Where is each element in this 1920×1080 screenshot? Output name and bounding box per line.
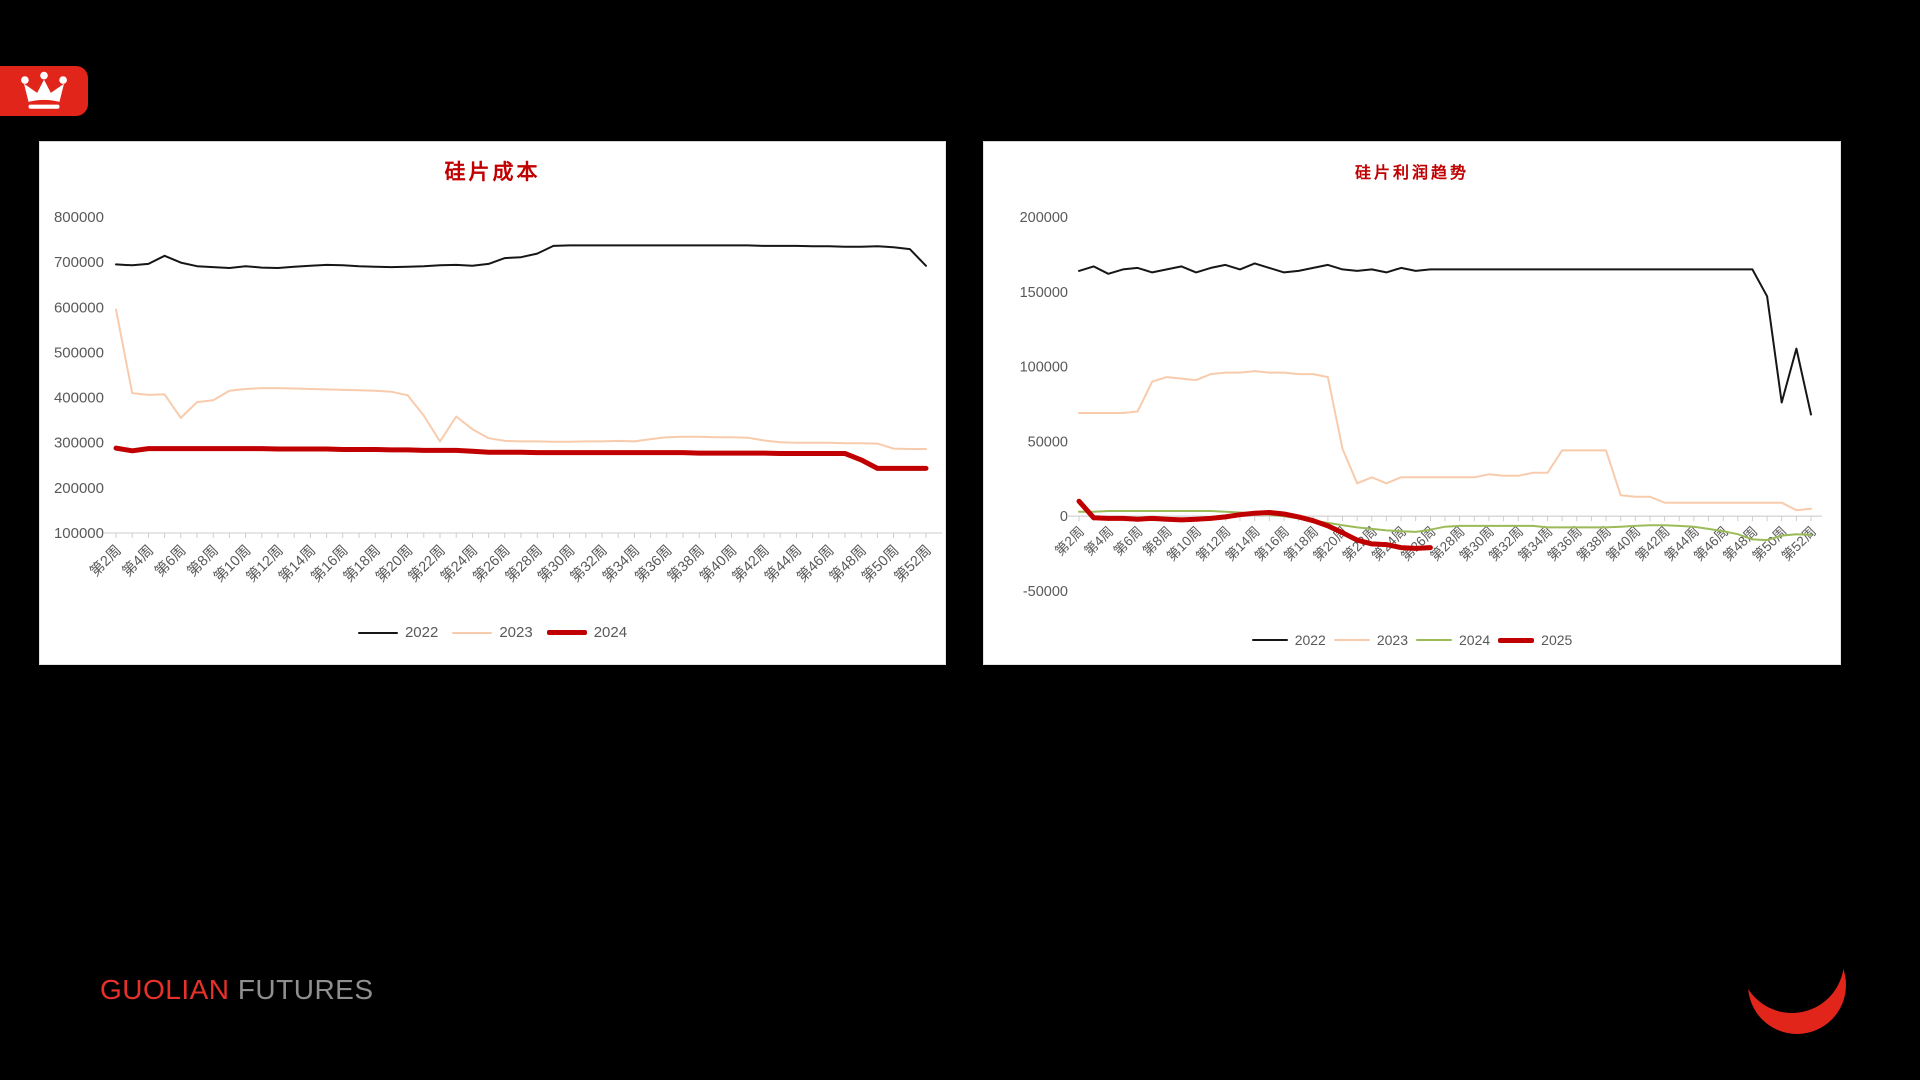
silicon-wafer-profit-panel: 硅片利润趋势 200000 150000 100000 50000 0 -50000 第2周…: [983, 141, 1841, 665]
crescent-logo: [1718, 900, 1878, 1050]
cost-chart-legend: 2022 2023 2024: [40, 624, 945, 641]
legend-label: 2024: [1459, 632, 1491, 648]
series-line-2024: [1078, 510, 1812, 542]
y-tick-label: 600000: [54, 299, 104, 316]
x-tick-label: 第52周: [890, 541, 935, 586]
legend-label: 2023: [499, 624, 533, 641]
series-line-2022: [115, 244, 927, 269]
legend-label: 2023: [1376, 632, 1408, 648]
legend-swatch: [357, 631, 398, 634]
x-tick-label: 第6周: [1110, 523, 1146, 559]
legend-label: 2024: [593, 624, 628, 641]
legend-item-2022: 2022: [1251, 632, 1326, 648]
legend-label: 2022: [1294, 632, 1326, 648]
legend-swatch: [1498, 637, 1535, 643]
series-line-2023: [1078, 370, 1812, 512]
x-tick-label: 第2周: [86, 541, 125, 580]
legend-item-2024: 2024: [1416, 632, 1490, 648]
legend-swatch: [452, 631, 493, 634]
y-tick-label: 100000: [54, 525, 104, 542]
crown-logo-badge: [0, 66, 88, 116]
series-line-2022: [1078, 262, 1812, 416]
y-tick-label: 300000: [54, 435, 104, 452]
series-line-2025: [1076, 498, 1433, 551]
series-line-2023: [115, 308, 927, 450]
legend-swatch: [546, 630, 587, 635]
legend-item-2023: 2023: [452, 624, 533, 641]
legend-swatch: [1416, 639, 1452, 641]
chart-title-profit: 硅片利润趋势: [1354, 163, 1469, 182]
y-tick-label: 700000: [54, 254, 104, 271]
legend-item-2024: 2024: [546, 624, 628, 641]
y-tick-label: -50000: [1023, 584, 1068, 600]
legend-label: 2025: [1541, 632, 1573, 648]
x-tick-label: 第4周: [1081, 523, 1117, 559]
legend-item-2022: 2022: [357, 624, 439, 641]
legend-swatch: [1251, 639, 1288, 641]
y-tick-label: 200000: [54, 480, 104, 497]
crescent-mask: [1740, 909, 1844, 1013]
brand-primary: GUOLIAN: [100, 974, 230, 1005]
y-tick-label: 500000: [54, 344, 104, 361]
chart-title-cost: 硅片成本: [444, 159, 541, 184]
x-tick-label: 第4周: [118, 541, 157, 580]
x-tick-label: 第6周: [151, 541, 190, 580]
y-tick-label: 150000: [1020, 285, 1068, 301]
legend-label: 2022: [404, 624, 439, 641]
y-tick-label: 800000: [54, 209, 104, 226]
crown-icon: [21, 71, 67, 109]
crescent-icon: [1740, 909, 1846, 1034]
legend-swatch: [1333, 639, 1370, 641]
y-tick-label: 100000: [1020, 360, 1068, 376]
silicon-wafer-cost-panel: 硅片成本 800000 700000 600000 500000 400000 30000…: [39, 141, 946, 665]
y-tick-label: 0: [1060, 509, 1068, 525]
y-tick-label: 400000: [54, 390, 104, 407]
brand-secondary: FUTURES: [237, 974, 374, 1005]
y-tick-label: 50000: [1028, 434, 1068, 450]
profit-chart-legend: 2022 2023 2024 2025: [984, 632, 1840, 648]
series-line-2024: [113, 445, 929, 471]
x-tick-label: 第2周: [1051, 523, 1087, 559]
legend-item-2023: 2023: [1333, 632, 1408, 648]
wafer-cost-chart: 800000 700000 600000 500000 400000 300000 2000…: [54, 209, 942, 586]
y-tick-label: 200000: [1020, 210, 1068, 226]
wafer-profit-trend-chart: 200000150000100000500000-50000第2周第4周第6周第…: [1020, 210, 1822, 600]
legend-item-2025: 2025: [1498, 632, 1572, 648]
guolian-futures-wordmark: GUOLIAN FUTURES: [100, 974, 374, 1006]
